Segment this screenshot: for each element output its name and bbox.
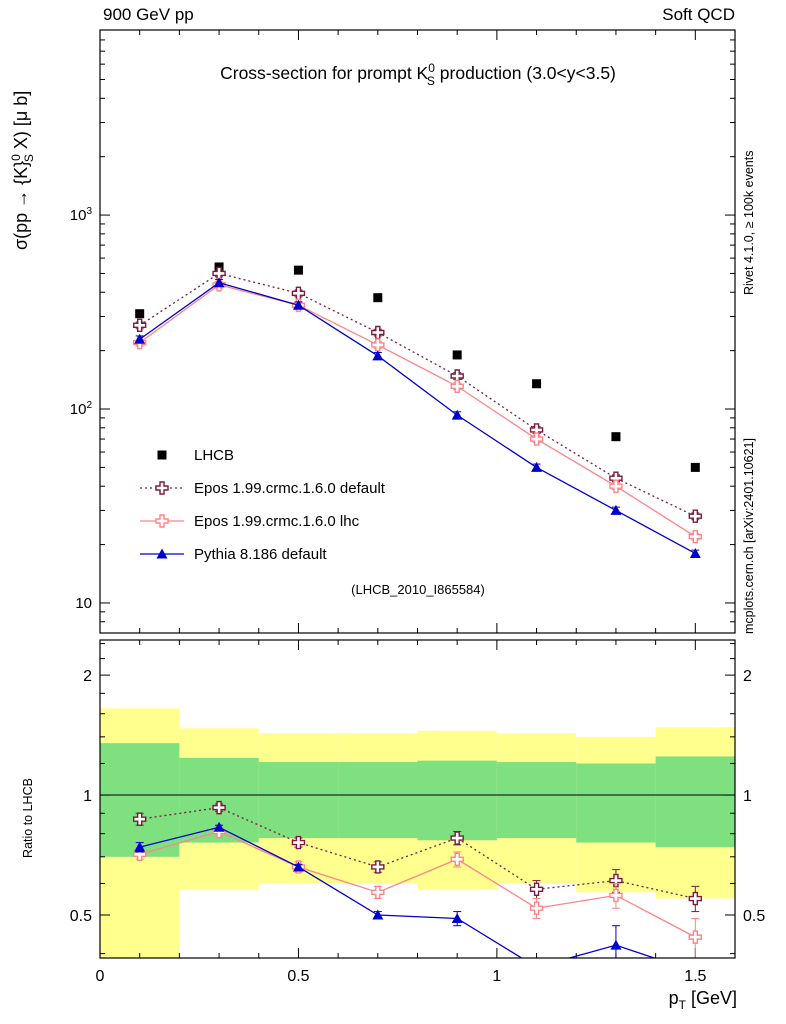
beam-energy-label: 900 GeV pp	[103, 5, 194, 24]
green-band-bin	[576, 763, 656, 843]
main-y-tick-label: 102	[70, 400, 93, 418]
green-band-bin	[100, 743, 180, 857]
green-band-bin	[655, 756, 735, 848]
main-series	[132, 262, 703, 558]
legend-label-lhcb: LHCB	[194, 447, 234, 464]
uncertainty-bands	[100, 708, 735, 958]
ratio-series	[132, 800, 703, 958]
ratio-y-tick-label-right: 0.5	[743, 908, 765, 925]
x-tick-label: 1.5	[684, 968, 706, 985]
plot-title-pre: Cross-section for prompt K	[220, 63, 428, 83]
legend-label-epos-1-99-crmc-1-6-0-lhc: Epos 1.99.crmc.1.6.0 lhc	[194, 513, 360, 530]
chart-canvas: 10 102 103 0 0.5 1 1.5 0.5 0.5 1 1 2 2 LHCB Epos 1.99.…	[70, 29, 765, 985]
x-axis-label: pT [GeV]	[669, 988, 737, 1012]
main-y-tick-label: 103	[70, 206, 93, 224]
physics-group-label: Soft QCD	[662, 5, 735, 24]
green-band-bin	[258, 762, 339, 839]
main-frame	[99, 29, 736, 634]
series-lhcb	[135, 262, 700, 472]
green-band-bin	[496, 762, 577, 839]
series-pythia-8-186-default	[134, 277, 701, 558]
ratio-y-tick-label: 2	[83, 668, 92, 685]
axis-ticks: 10 102 103 0 0.5 1 1.5 0.5 0.5 1 1 2 2	[70, 30, 765, 985]
series-epos-1-99-crmc-1-6-0-lhc	[132, 278, 703, 544]
legend-item-lhcb: LHCB	[157, 447, 234, 464]
ratio-y-tick-label-right: 1	[743, 788, 752, 805]
plot-title-sub: S	[427, 74, 435, 88]
plot-title-post: production (3.0<y<3.5)	[435, 63, 616, 83]
legend-item-epos-1-99-crmc-1-6-0-lhc: Epos 1.99.crmc.1.6.0 lhc	[140, 513, 360, 530]
ratio-frame	[99, 639, 736, 959]
ratio-y-axis-label: Ratio to LHCB	[21, 778, 35, 858]
legend-item-pythia-8-186-default: Pythia 8.186 default	[140, 546, 327, 563]
plot-title: Cross-section for prompt K0 S production …	[220, 61, 616, 88]
legend-label-pythia-8-186-default: Pythia 8.186 default	[194, 546, 327, 563]
ratio-y-tick-label: 1	[83, 788, 92, 805]
legend-item-epos-1-99-crmc-1-6-0-default: Epos 1.99.crmc.1.6.0 default	[140, 480, 386, 497]
green-band-bin	[417, 760, 497, 841]
analysis-watermark: (LHCB_2010_I865584)	[351, 582, 485, 597]
green-band-bin	[338, 762, 418, 839]
legend-label-epos-1-99-crmc-1-6-0-default: Epos 1.99.crmc.1.6.0 default	[194, 480, 386, 497]
ratio-y-tick-label: 0.5	[70, 908, 92, 925]
plot-title-sup: 0	[428, 61, 435, 75]
mcplots-credit: mcplots.cern.ch [arXiv:2401.10621]	[742, 438, 756, 634]
series-epos-1-99-crmc-1-6-0-default	[132, 266, 703, 523]
x-tick-label: 1	[492, 968, 501, 985]
ratio-y-tick-label-right: 2	[743, 668, 752, 685]
rivet-version-credit: Rivet 4.1.0, ≥ 100k events	[742, 151, 756, 295]
main-y-tick-label: 10	[75, 595, 92, 612]
y-axis-label: σ(pp → {K}0S X) [μ b]	[9, 91, 36, 250]
x-tick-label: 0.5	[287, 968, 309, 985]
ratio-pythia-8-186-default	[134, 821, 700, 958]
x-tick-label: 0	[96, 968, 105, 985]
